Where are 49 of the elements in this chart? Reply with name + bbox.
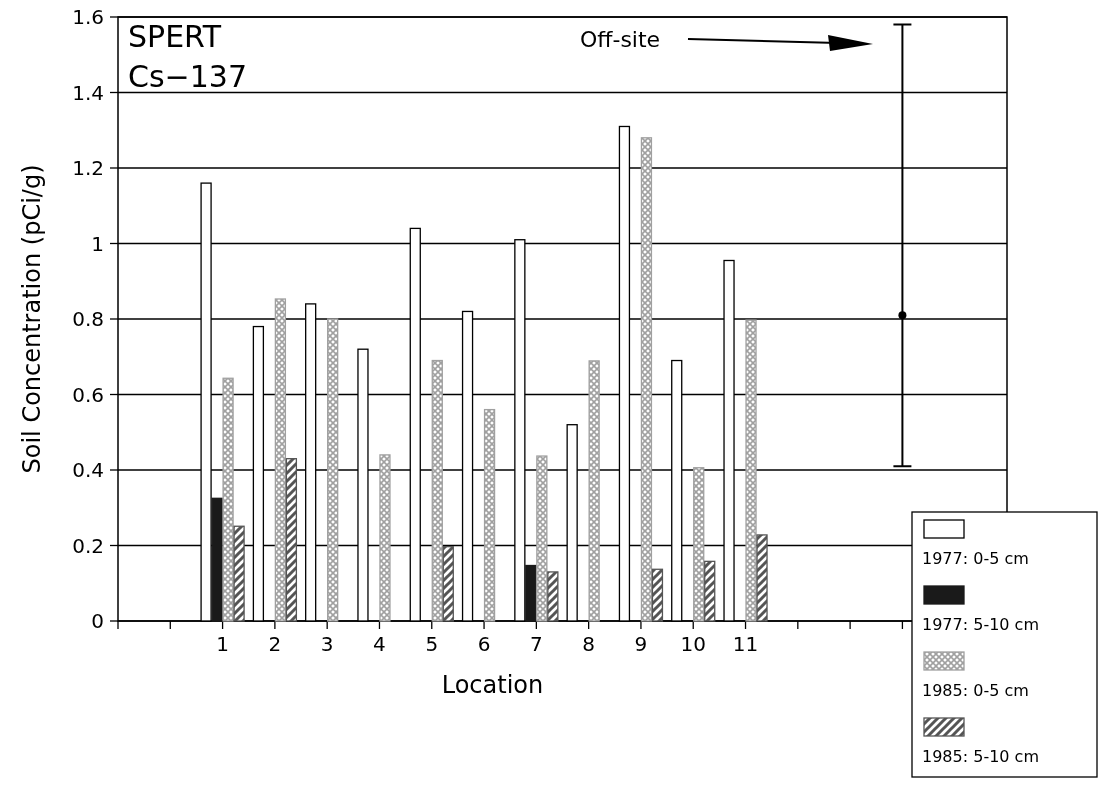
legend-label: 1985: 5-10 cm: [922, 747, 1039, 766]
x-tick-label: 8: [582, 632, 596, 656]
bar: [651, 568, 664, 622]
y-tick-label: 1: [91, 231, 104, 256]
bar: [745, 319, 757, 622]
legend-label: 1977: 5-10 cm: [922, 615, 1039, 634]
x-tick-label: 7: [529, 632, 543, 656]
x-tick-label: 5: [425, 632, 439, 656]
bar: [756, 534, 768, 622]
bar: [442, 545, 454, 622]
y-tick-label: 0.6: [72, 382, 104, 407]
bar: [483, 408, 496, 622]
annotation: Off-site: [580, 27, 661, 52]
bar: [693, 467, 705, 622]
bar: [327, 318, 339, 622]
bar: [704, 560, 716, 622]
y-tick-label: 1.4: [72, 80, 104, 105]
bar: [379, 454, 391, 622]
bar: [285, 458, 298, 622]
y-tick-label: 1.6: [72, 5, 104, 29]
y-tick-label: 0: [91, 609, 104, 633]
annotation: SPERT: [128, 19, 222, 54]
y-axis-title: Soil Concentration (pCi/g): [18, 164, 46, 474]
bar: [222, 377, 234, 622]
x-tick-label: 10: [680, 632, 706, 656]
y-tick-label: 0.4: [72, 458, 104, 482]
x-tick-label: 1: [216, 632, 229, 656]
bar: [233, 525, 245, 622]
x-tick-label: 3: [320, 632, 334, 656]
y-tick-label: 0.2: [72, 533, 104, 558]
bar: [536, 455, 548, 622]
annotation: Cs−137: [128, 59, 247, 94]
bar: [211, 497, 223, 622]
x-tick-label: 2: [268, 632, 282, 656]
legend-label: 1985: 0-5 cm: [922, 681, 1029, 700]
x-tick-label: 11: [732, 632, 759, 656]
y-tick-label: 0.8: [72, 307, 104, 331]
bar: [431, 359, 443, 622]
y-tick-label: 1.2: [72, 156, 104, 180]
bar: [588, 360, 600, 622]
bar: [547, 571, 559, 622]
legend-label: 1977: 0-5 cm: [922, 549, 1029, 568]
x-tick-label: 9: [634, 632, 648, 656]
bar: [274, 298, 287, 622]
x-tick-label: 6: [477, 632, 491, 656]
x-tick-label: 4: [373, 632, 386, 656]
bar: [525, 564, 537, 622]
x-axis-title: Location: [441, 671, 544, 699]
bar: [640, 137, 653, 622]
